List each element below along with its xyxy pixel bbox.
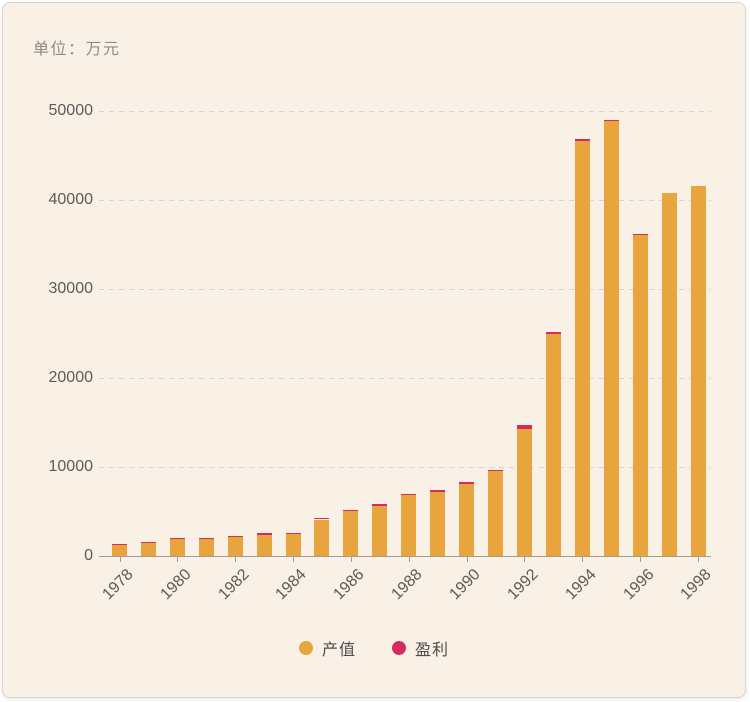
bar-1996-output[interactable] (632, 235, 648, 556)
x-axis-line (99, 556, 711, 557)
legend-label-output: 产值 (321, 642, 356, 659)
bar-1986-output[interactable] (343, 511, 359, 556)
x-axis-label-1988: 1988 (388, 566, 426, 604)
y-axis-label-20000: 20000 (48, 369, 94, 386)
bar-1997-output[interactable] (661, 192, 677, 556)
bar-1984-profit[interactable] (285, 532, 301, 535)
bar-1991-output[interactable] (488, 471, 504, 556)
bar-1980-profit[interactable] (169, 538, 185, 540)
x-axis-label-1998: 1998 (677, 566, 716, 604)
legend-item-profit[interactable]: 盈利 (392, 636, 449, 660)
gridline-50000 (99, 110, 711, 112)
gridline-30000 (99, 288, 711, 290)
bar-1992-output[interactable] (516, 429, 532, 556)
x-axis-label-1978: 1978 (99, 566, 137, 604)
bar-1989-output[interactable] (430, 491, 446, 556)
gridline-20000 (99, 377, 711, 379)
x-axis-label-1994: 1994 (562, 566, 600, 604)
legend-marker-profit-icon (392, 641, 406, 655)
bar-1981-profit[interactable] (198, 538, 214, 540)
x-tick-1982 (235, 557, 237, 562)
bar-1985-profit[interactable] (314, 517, 330, 520)
bar-1980-output[interactable] (169, 539, 185, 556)
legend-label-profit: 盈利 (415, 642, 450, 659)
bar-1982-profit[interactable] (227, 535, 243, 537)
legend-item-output[interactable]: 产值 (298, 636, 356, 660)
bar-1981-output[interactable] (198, 539, 214, 556)
gridline-10000 (99, 466, 711, 468)
bar-1979-output[interactable] (140, 542, 156, 556)
y-axis-label-50000: 50000 (48, 102, 94, 119)
legend: 产值 盈利 (3, 636, 745, 660)
bar-1998-output[interactable] (690, 185, 706, 556)
bar-1984-output[interactable] (285, 534, 301, 556)
bar-1994-output[interactable] (574, 140, 590, 556)
bar-1989-profit[interactable] (430, 490, 446, 492)
bar-1992-profit[interactable] (516, 425, 532, 430)
bar-1990-profit[interactable] (459, 482, 475, 484)
x-tick-1994 (582, 557, 584, 562)
bar-1986-profit[interactable] (343, 509, 359, 512)
unit-title: 单位：万元 (33, 41, 121, 58)
x-tick-1988 (408, 557, 410, 562)
bar-1994-profit[interactable] (574, 139, 590, 141)
bar-1983-profit[interactable] (256, 532, 272, 535)
y-axis-label-40000: 40000 (48, 191, 94, 208)
bar-1993-profit[interactable] (545, 331, 561, 335)
bar-chart-plot: 0 10000 20000 30000 40000 50000 1978 1980 1982 19… (3, 3, 745, 697)
bar-1988-output[interactable] (401, 495, 417, 556)
x-tick-1996 (640, 557, 642, 562)
bar-1993-output[interactable] (545, 334, 561, 556)
x-axis-label-1996: 1996 (619, 566, 658, 604)
bar-1987-output[interactable] (372, 505, 388, 556)
bar-1990-output[interactable] (459, 483, 475, 556)
x-axis-label-1990: 1990 (446, 566, 484, 604)
bar-1996-profit[interactable] (632, 233, 648, 236)
bar-1978-output[interactable] (112, 543, 127, 556)
x-axis-label-1982: 1982 (215, 566, 253, 604)
bar-1991-profit[interactable] (488, 469, 504, 472)
x-axis-label-1980: 1980 (157, 566, 195, 604)
x-tick-1986 (350, 557, 352, 562)
y-axis-label-0: 0 (84, 547, 93, 564)
bar-1988-profit[interactable] (401, 493, 417, 496)
bar-1985-output[interactable] (314, 519, 330, 556)
x-axis-label-1986: 1986 (330, 566, 368, 604)
x-tick-1992 (524, 557, 526, 562)
x-tick-1990 (466, 557, 468, 562)
x-tick-1998 (698, 557, 699, 562)
x-axis-label-1992: 1992 (504, 566, 542, 604)
bar-1982-output[interactable] (227, 536, 243, 556)
legend-marker-output-icon (298, 641, 313, 655)
x-tick-1978 (119, 557, 121, 562)
y-axis-label-30000: 30000 (48, 280, 94, 297)
bar-1995-output[interactable] (603, 121, 619, 556)
gridline-40000 (99, 199, 711, 201)
bar-1983-output[interactable] (256, 534, 272, 556)
x-tick-1980 (177, 557, 179, 562)
y-axis-label-10000: 10000 (48, 458, 94, 475)
x-tick-1984 (293, 557, 295, 562)
bar-1987-profit[interactable] (372, 504, 388, 506)
x-axis-label-1984: 1984 (272, 566, 311, 604)
bar-1995-profit[interactable] (603, 119, 619, 122)
